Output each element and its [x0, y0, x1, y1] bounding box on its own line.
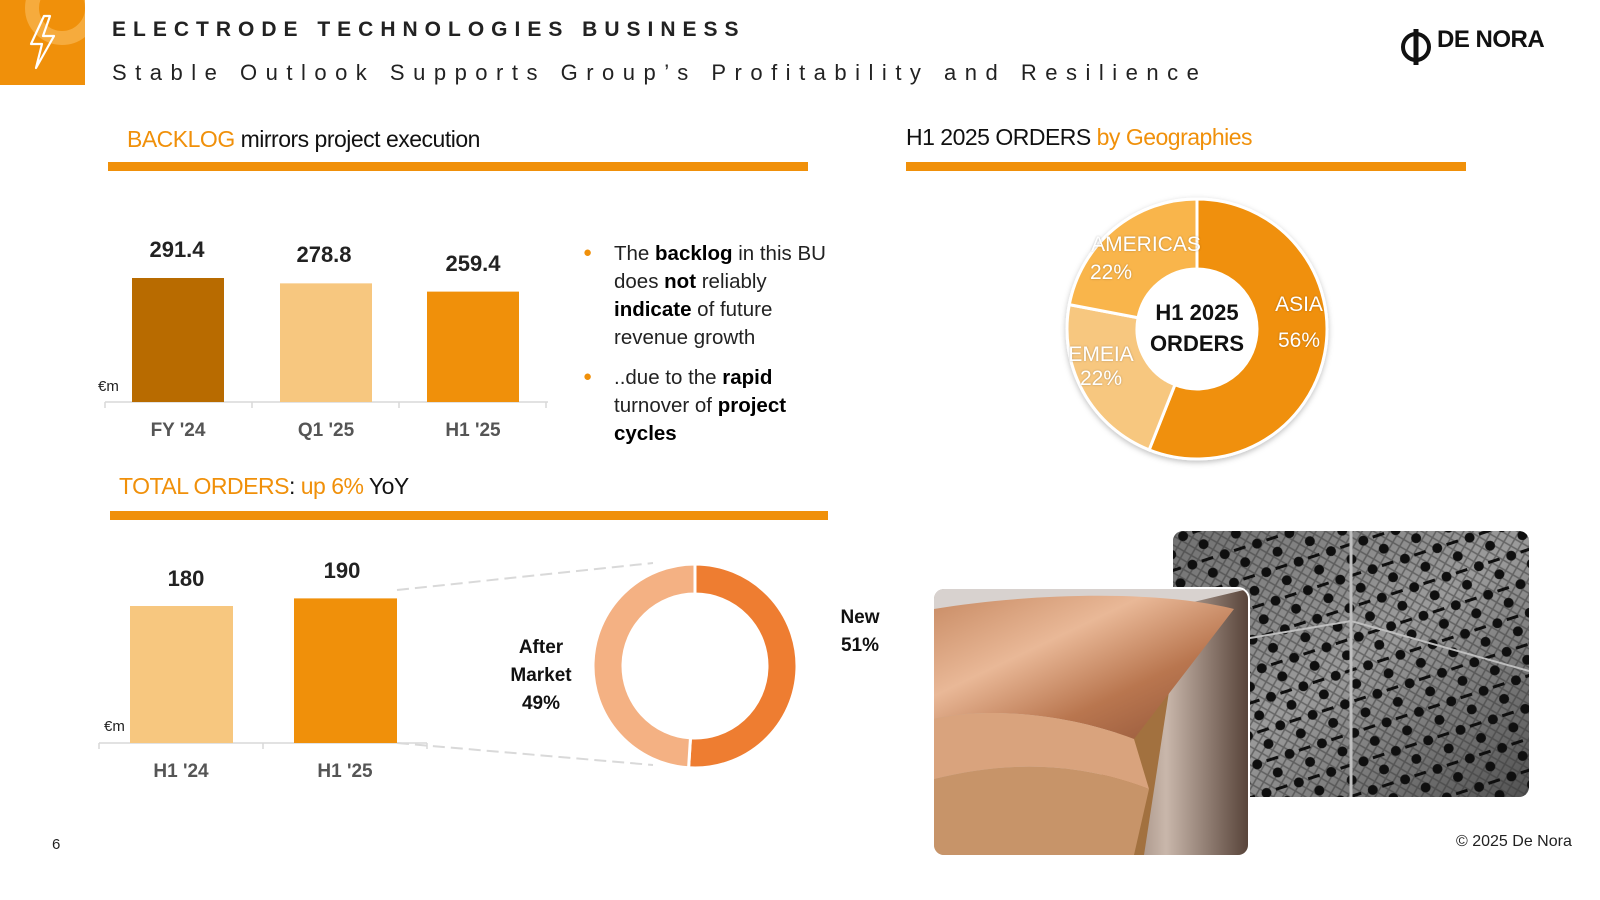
backlog-category-label: Q1 '25 — [297, 420, 355, 441]
orders-bar-chart — [98, 562, 654, 766]
copyright-text: © 2025 De Nora — [1456, 833, 1572, 850]
geo-title-rule — [906, 162, 1466, 171]
backlog-unit-label: €m — [98, 378, 119, 395]
commentary-bullet: ● ..due to the rapid turnover of project … — [578, 364, 828, 448]
bullet-keyword: indicate — [614, 298, 692, 321]
geo-label-americas: AMERICAS 22% — [1090, 230, 1202, 288]
geo-title-highlight: by Geographies — [1096, 124, 1253, 150]
bullet-keyword: project cycles — [614, 394, 787, 445]
geo-donut-center-label: H1 2025 ORDERS — [1137, 297, 1257, 359]
backlog-category-label: FY '24 — [150, 420, 206, 441]
geo-title-main: H1 2025 ORDERS — [906, 124, 1097, 150]
orders-bar-h124 — [130, 606, 233, 743]
backlog-section-title: BACKLOG mirrors project execution — [127, 126, 480, 153]
geo-donut-center — [1137, 269, 1257, 389]
backlog-title-rule — [108, 162, 808, 171]
bullet-dot-icon: ● — [583, 244, 593, 261]
page-number: 6 — [52, 836, 61, 853]
backlog-commentary-list: ● The backlog in this BU does not reliabl… — [578, 240, 828, 460]
orders-donut-slice-after-market — [591, 562, 697, 770]
orders-section-title: TOTAL ORDERS: up 6% YoY — [119, 473, 409, 500]
bullet-text: turnover of — [614, 394, 718, 417]
bullet-text: The — [614, 242, 656, 265]
page-title: ELECTRODE TECHNOLOGIES BUSINESS — [112, 18, 746, 41]
de-nora-logo — [1400, 27, 1434, 72]
backlog-bar-chart — [104, 278, 548, 408]
orders-value-label: 180 — [167, 566, 205, 591]
orders-title-rule — [110, 511, 828, 520]
orders-category-label: H1 '24 — [153, 761, 209, 782]
geo-label-emeia: EMEIA 22% — [1066, 340, 1136, 394]
backlog-value-label: 291.4 — [149, 237, 205, 262]
orders-donut-slice-new — [687, 562, 799, 770]
backlog-title-rest: mirrors project execution — [234, 126, 481, 152]
orders-title-yoy: YoY — [363, 473, 409, 499]
backlog-title-highlight: BACKLOG — [127, 126, 235, 152]
orders-category-label: H1 '25 — [317, 761, 373, 782]
connector-line-top — [396, 562, 654, 591]
backlog-bar-fy24 — [132, 278, 224, 402]
donut-label-aftermarket: After Market 49% — [496, 634, 586, 718]
geo-center-line1: H1 2025 — [1155, 300, 1239, 325]
copper-foil-photo — [934, 589, 1248, 855]
geo-label-asia-value: 56% — [1277, 329, 1321, 352]
bullet-keyword: not — [664, 270, 697, 293]
bullet-dot-icon: ● — [583, 368, 593, 385]
backlog-category-label: H1 '25 — [445, 420, 501, 441]
geo-label-emeia-value: 22% — [1079, 367, 1123, 390]
logo-text: DE NORA — [1437, 26, 1545, 53]
donut-label-new-name: New — [840, 607, 880, 628]
orders-title-colon: : — [288, 473, 301, 499]
donut-label-aftermarket-name: After Market — [510, 637, 572, 686]
bullet-keyword: backlog — [655, 242, 733, 265]
backlog-bar-h125 — [427, 291, 519, 402]
donut-label-new: New 51% — [820, 604, 900, 660]
page-subtitle: Stable Outlook Supports Group’s Profitab… — [112, 60, 1208, 85]
bullet-keyword: rapid — [722, 366, 773, 389]
connector-line-bottom — [396, 742, 654, 766]
geo-label-emeia-name: EMEIA — [1068, 343, 1134, 366]
donut-label-new-value: 51% — [840, 635, 880, 656]
header-icon-box — [0, 0, 85, 85]
backlog-bar-q125 — [280, 283, 372, 402]
commentary-bullet: ● The backlog in this BU does not reliabl… — [578, 240, 828, 352]
geo-section-title: H1 2025 ORDERS by Geographies — [906, 124, 1253, 151]
lightning-bolt-icon — [25, 0, 85, 70]
donut-label-aftermarket-value: 49% — [521, 693, 561, 714]
geo-label-asia-name: ASIA — [1275, 293, 1323, 316]
copper-foil-image — [934, 589, 1248, 855]
bullet-text: in this BU does — [614, 242, 826, 293]
orders-title-growth: up 6% — [300, 473, 364, 499]
de-nora-logo-icon — [1401, 29, 1431, 65]
orders-split-donut — [591, 562, 799, 770]
orders-title-highlight: TOTAL ORDERS — [119, 473, 289, 499]
orders-value-label: 190 — [323, 558, 361, 584]
geo-label-asia: ASIA 56% — [1269, 290, 1329, 356]
geo-label-americas-name: AMERICAS — [1091, 233, 1201, 256]
bullet-text: reliably — [696, 270, 767, 293]
orders-split-donut-slices — [591, 562, 799, 770]
orders-bar-h125 — [294, 598, 397, 743]
geo-donut-chart — [1065, 197, 1329, 461]
geo-center-line2: ORDERS — [1149, 331, 1245, 356]
backlog-value-label: 259.4 — [445, 250, 501, 276]
orders-unit-label: €m — [104, 718, 125, 735]
backlog-value-label: 278.8 — [296, 242, 352, 268]
geo-label-americas-value: 22% — [1090, 261, 1133, 284]
bullet-text: of future revenue growth — [614, 298, 773, 349]
bullet-text: ..due to the — [614, 366, 723, 389]
